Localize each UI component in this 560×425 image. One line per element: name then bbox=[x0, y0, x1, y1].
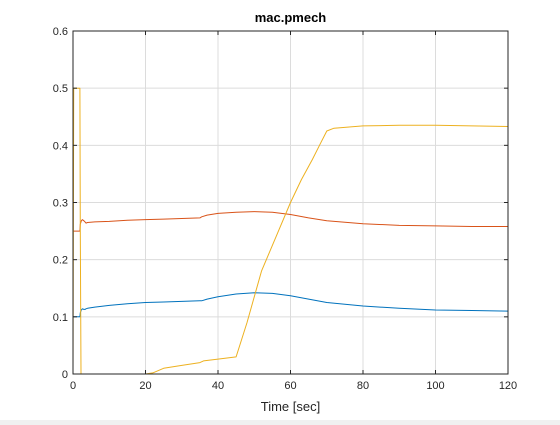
y-tick-label: 0.3 bbox=[53, 198, 68, 210]
series-lines bbox=[72, 87, 509, 375]
series-line-2 bbox=[73, 211, 508, 232]
x-tick-label: 120 bbox=[499, 380, 517, 392]
y-tick-label: 0 bbox=[62, 369, 68, 381]
x-axis-label: Time [sec] bbox=[261, 399, 320, 414]
y-tick-label: 0.4 bbox=[53, 140, 68, 152]
y-tick-label: 0.2 bbox=[53, 255, 68, 267]
chart-title: mac.pmech bbox=[255, 10, 327, 25]
x-tick-label: 80 bbox=[357, 380, 369, 392]
y-tick-label: 0.5 bbox=[53, 83, 68, 95]
x-tick-label: 40 bbox=[212, 380, 224, 392]
series-line-1 bbox=[73, 292, 509, 318]
y-tick-label: 0.1 bbox=[53, 312, 68, 324]
x-tick-label: 0 bbox=[70, 380, 76, 392]
x-tick-label: 100 bbox=[426, 380, 444, 392]
axis-ticks: 0 20 40 60 80 100 120 0 0.1 0.2 0.3 0.4 0.5 0.6 bbox=[53, 26, 517, 392]
y-tick-label: 0.6 bbox=[53, 26, 68, 38]
x-tick-label: 20 bbox=[139, 380, 151, 392]
series-line-3 bbox=[72, 87, 509, 375]
x-tick-label: 60 bbox=[284, 380, 296, 392]
